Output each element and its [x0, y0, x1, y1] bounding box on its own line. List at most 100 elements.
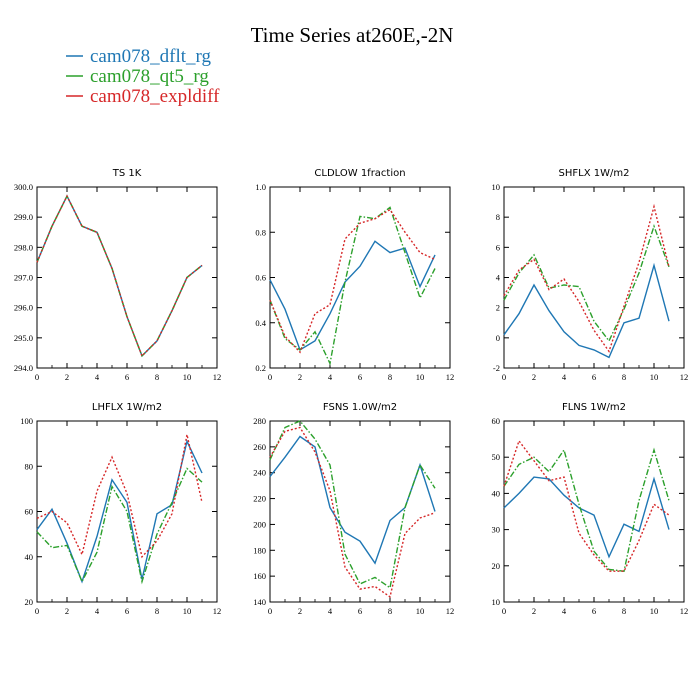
- y-tick-label: 40: [492, 488, 501, 498]
- y-tick-label: 260: [253, 442, 266, 452]
- x-tick-label: 4: [95, 606, 100, 616]
- x-tick-label: 2: [65, 606, 69, 616]
- series-line-cam078_qt5_rg: [36, 467, 203, 585]
- series-line-cam078_dflt_rg: [36, 439, 203, 584]
- x-tick-label: 12: [680, 372, 689, 382]
- y-tick-label: 80: [25, 461, 34, 471]
- y-tick-label: 300.0: [14, 182, 33, 192]
- y-tick-label: 10: [492, 597, 501, 607]
- x-tick-label: 2: [532, 372, 536, 382]
- x-tick-label: 6: [358, 372, 362, 382]
- x-tick-label: 0: [502, 372, 506, 382]
- chart-panel: TS 1K 0 2 4 6 8 10 12 294.0 295.0 296.0 297.0 298.0 2…: [14, 168, 221, 382]
- y-tick-label: 280: [253, 416, 266, 426]
- series-line-cam078_dflt_rg: [503, 262, 670, 359]
- chart-panel: FSNS 1.0W/m2 0 2 4 6 8 10 12 140 160 180 200 220 240 2…: [253, 402, 454, 616]
- legend-label: cam078_expldiff: [90, 86, 220, 107]
- x-tick-label: 4: [328, 372, 333, 382]
- x-tick-label: 6: [592, 372, 596, 382]
- x-tick-label: 6: [592, 606, 596, 616]
- y-tick-label: 60: [492, 416, 501, 426]
- panels: TS 1K 0 2 4 6 8 10 12 294.0 295.0 296.0 297.0 298.0 2…: [14, 168, 688, 616]
- x-tick-label: 6: [125, 606, 129, 616]
- x-tick-label: 10: [183, 606, 192, 616]
- series-line-cam078_expldiff: [269, 208, 436, 354]
- legend-label: cam078_qt5_rg: [90, 66, 209, 87]
- y-tick-label: 10: [492, 182, 501, 192]
- series-line-cam078_qt5_rg: [36, 194, 203, 358]
- y-tick-label: 1.0: [255, 182, 266, 192]
- y-tick-label: 20: [25, 597, 34, 607]
- y-tick-label: -2: [493, 363, 500, 373]
- y-tick-label: 294.0: [14, 363, 33, 373]
- legend-label: cam078_dflt_rg: [90, 46, 212, 67]
- x-tick-label: 0: [268, 606, 272, 616]
- x-tick-label: 2: [532, 606, 536, 616]
- plot-frame: [503, 420, 685, 603]
- y-tick-label: 0.8: [255, 227, 266, 237]
- y-tick-label: 220: [253, 494, 266, 504]
- y-tick-label: 295.0: [14, 333, 33, 343]
- y-tick-label: 0.4: [255, 318, 266, 328]
- y-tick-label: 0.2: [255, 363, 266, 373]
- y-tick-label: 50: [492, 452, 501, 462]
- x-tick-label: 10: [650, 372, 659, 382]
- x-tick-label: 12: [213, 372, 222, 382]
- x-tick-label: 8: [388, 606, 392, 616]
- y-tick-label: 180: [253, 545, 266, 555]
- x-tick-label: 8: [622, 606, 626, 616]
- x-tick-label: 10: [183, 372, 192, 382]
- y-tick-label: 200: [253, 519, 266, 529]
- series-line-cam078_dflt_rg: [36, 194, 203, 358]
- y-tick-label: 240: [253, 468, 266, 478]
- legend: cam078_dflt_rgcam078_qt5_rgcam078_expldi…: [66, 46, 220, 107]
- x-tick-label: 12: [213, 606, 222, 616]
- x-tick-label: 0: [268, 372, 272, 382]
- y-tick-label: 298.0: [14, 242, 33, 252]
- chart-panel: CLDLOW 1fraction 0 2 4 6 8 10 12 0.2 0.4 0.6 0.8 1.0: [255, 168, 454, 382]
- x-tick-label: 4: [95, 372, 100, 382]
- panel-title: FLNS 1W/m2: [562, 402, 626, 413]
- y-tick-label: 100: [20, 416, 33, 426]
- panel-title: CLDLOW 1fraction: [314, 168, 405, 179]
- x-tick-label: 2: [298, 372, 302, 382]
- x-tick-label: 0: [35, 372, 39, 382]
- panel-title: TS 1K: [112, 168, 142, 179]
- x-tick-label: 6: [358, 606, 362, 616]
- x-tick-label: 10: [650, 606, 659, 616]
- x-tick-label: 4: [562, 606, 567, 616]
- x-tick-label: 12: [680, 606, 689, 616]
- x-tick-label: 8: [155, 606, 159, 616]
- x-tick-label: 8: [155, 372, 159, 382]
- y-tick-label: 2: [496, 303, 500, 313]
- chart-panel: FLNS 1W/m2 0 2 4 6 8 10 12 10 20 30 40 50 60: [492, 402, 689, 616]
- y-tick-label: 296.0: [14, 303, 33, 313]
- x-tick-label: 2: [298, 606, 302, 616]
- y-tick-label: 4: [496, 273, 501, 283]
- x-tick-label: 0: [35, 606, 39, 616]
- series-line-cam078_qt5_rg: [503, 224, 670, 343]
- series-line-cam078_dflt_rg: [503, 476, 670, 559]
- y-tick-label: 20: [492, 561, 501, 571]
- x-tick-label: 4: [562, 372, 567, 382]
- x-tick-label: 10: [416, 372, 425, 382]
- y-tick-label: 140: [253, 597, 266, 607]
- x-tick-label: 12: [446, 372, 455, 382]
- y-tick-label: 8: [496, 212, 500, 222]
- y-tick-label: 0.6: [255, 273, 266, 283]
- series-line-cam078_qt5_rg: [269, 206, 436, 366]
- x-tick-label: 2: [65, 372, 69, 382]
- series-line-cam078_expldiff: [503, 439, 670, 572]
- series-line-cam078_expldiff: [503, 203, 670, 353]
- y-tick-label: 60: [25, 507, 34, 517]
- y-tick-label: 160: [253, 571, 266, 581]
- y-tick-label: 0: [496, 333, 500, 343]
- panel-title: LHFLX 1W/m2: [92, 402, 162, 413]
- x-tick-label: 0: [502, 606, 506, 616]
- plot-frame: [36, 186, 218, 369]
- x-tick-label: 6: [125, 372, 129, 382]
- y-tick-label: 6: [496, 242, 500, 252]
- plot-frame: [269, 420, 451, 603]
